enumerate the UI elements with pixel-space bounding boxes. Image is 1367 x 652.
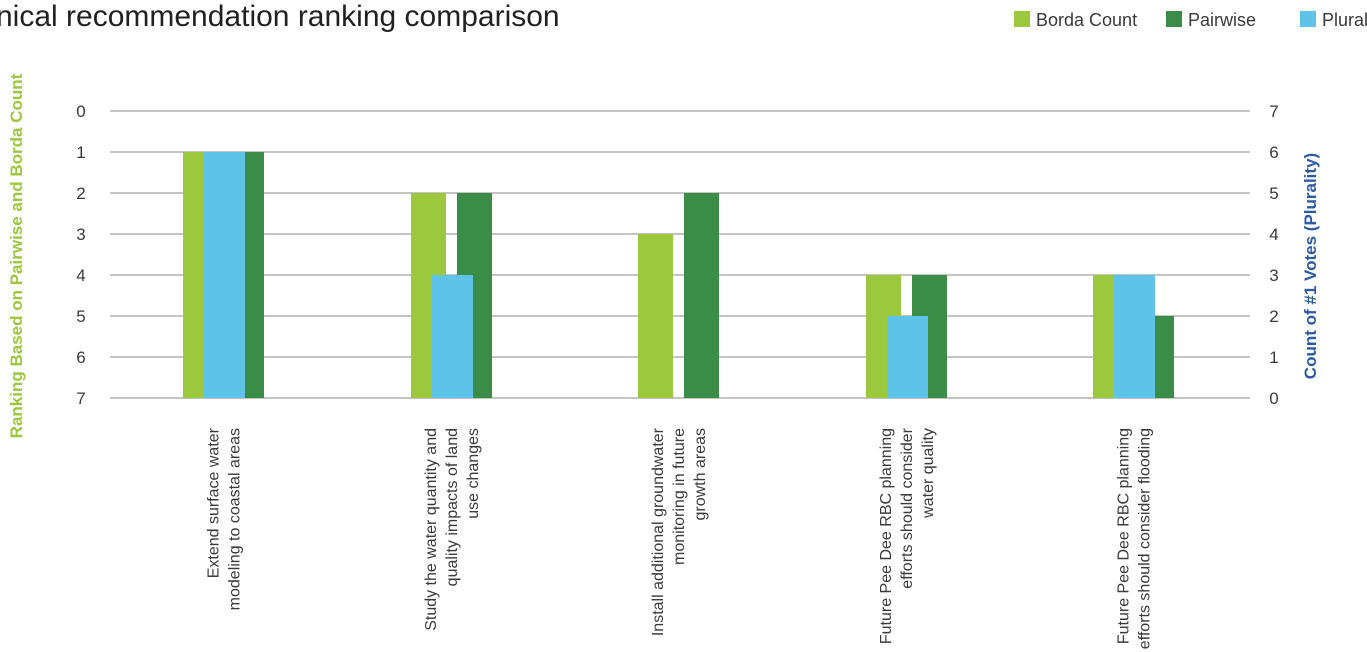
left-tick-label: 0	[76, 102, 85, 121]
right-axis-ticks: 7 6 5 4 3 2 1 0	[1269, 102, 1278, 408]
bar-plurality	[432, 275, 473, 398]
left-tick-label: 6	[76, 348, 85, 367]
chart-title: nical recommendation ranking comparison	[0, 0, 560, 33]
right-tick-label: 2	[1269, 307, 1278, 326]
legend-swatch	[1014, 11, 1030, 27]
left-tick-label: 3	[76, 225, 85, 244]
legend-label: Plurality	[1322, 10, 1367, 30]
right-axis-title: Count of #1 Votes (Plurality)	[1301, 153, 1320, 379]
right-tick-label: 6	[1269, 143, 1278, 162]
category-label: efforts should consider flooding	[1137, 428, 1154, 649]
left-tick-label: 5	[76, 307, 85, 326]
grid	[110, 110, 1250, 399]
category-labels: Extend surface water modeling to coastal …	[206, 427, 1154, 649]
right-tick-label: 3	[1269, 266, 1278, 285]
right-tick-label: 0	[1269, 389, 1278, 408]
category-label: quality impacts of land	[444, 428, 461, 586]
category-label: modeling to coastal areas	[227, 428, 244, 610]
left-axis-ticks: 0 1 2 3 4 5 6 7	[76, 102, 85, 408]
category-label: Future Pee Dee RBC planning	[1116, 428, 1133, 644]
category-label: monitoring in future	[671, 428, 688, 565]
right-tick-label: 7	[1269, 102, 1278, 121]
bar-borda-count	[638, 234, 673, 398]
right-tick-label: 5	[1269, 184, 1278, 203]
category-label: Install additional groundwater	[650, 427, 667, 636]
legend-swatch	[1300, 11, 1316, 27]
bar-plurality	[887, 316, 928, 398]
left-tick-label: 4	[76, 266, 85, 285]
bar-plurality	[204, 152, 245, 398]
bar-pairwise	[684, 193, 719, 398]
category-label: Future Pee Dee RBC planning	[878, 428, 895, 644]
left-axis-title: Ranking Based on Pairwise and Borda Coun…	[7, 73, 26, 438]
legend-label: Borda Count	[1036, 10, 1137, 30]
right-tick-label: 1	[1269, 348, 1278, 367]
category-label: water quality	[920, 428, 937, 519]
right-tick-label: 4	[1269, 225, 1278, 244]
category-label: efforts should consider	[899, 427, 916, 588]
category-label: growth areas	[692, 428, 709, 521]
category-label: use changes	[465, 428, 482, 519]
category-label: Study the water quantity and	[423, 428, 440, 631]
legend-label: Pairwise	[1188, 10, 1256, 30]
bar-plurality	[1114, 275, 1155, 398]
left-tick-label: 7	[76, 389, 85, 408]
bars	[183, 152, 1174, 398]
category-label: Extend surface water	[206, 427, 223, 578]
left-tick-label: 2	[76, 184, 85, 203]
legend: Borda Count Pairwise Plurality	[1014, 10, 1367, 30]
legend-swatch	[1166, 11, 1182, 27]
left-tick-label: 1	[76, 143, 85, 162]
